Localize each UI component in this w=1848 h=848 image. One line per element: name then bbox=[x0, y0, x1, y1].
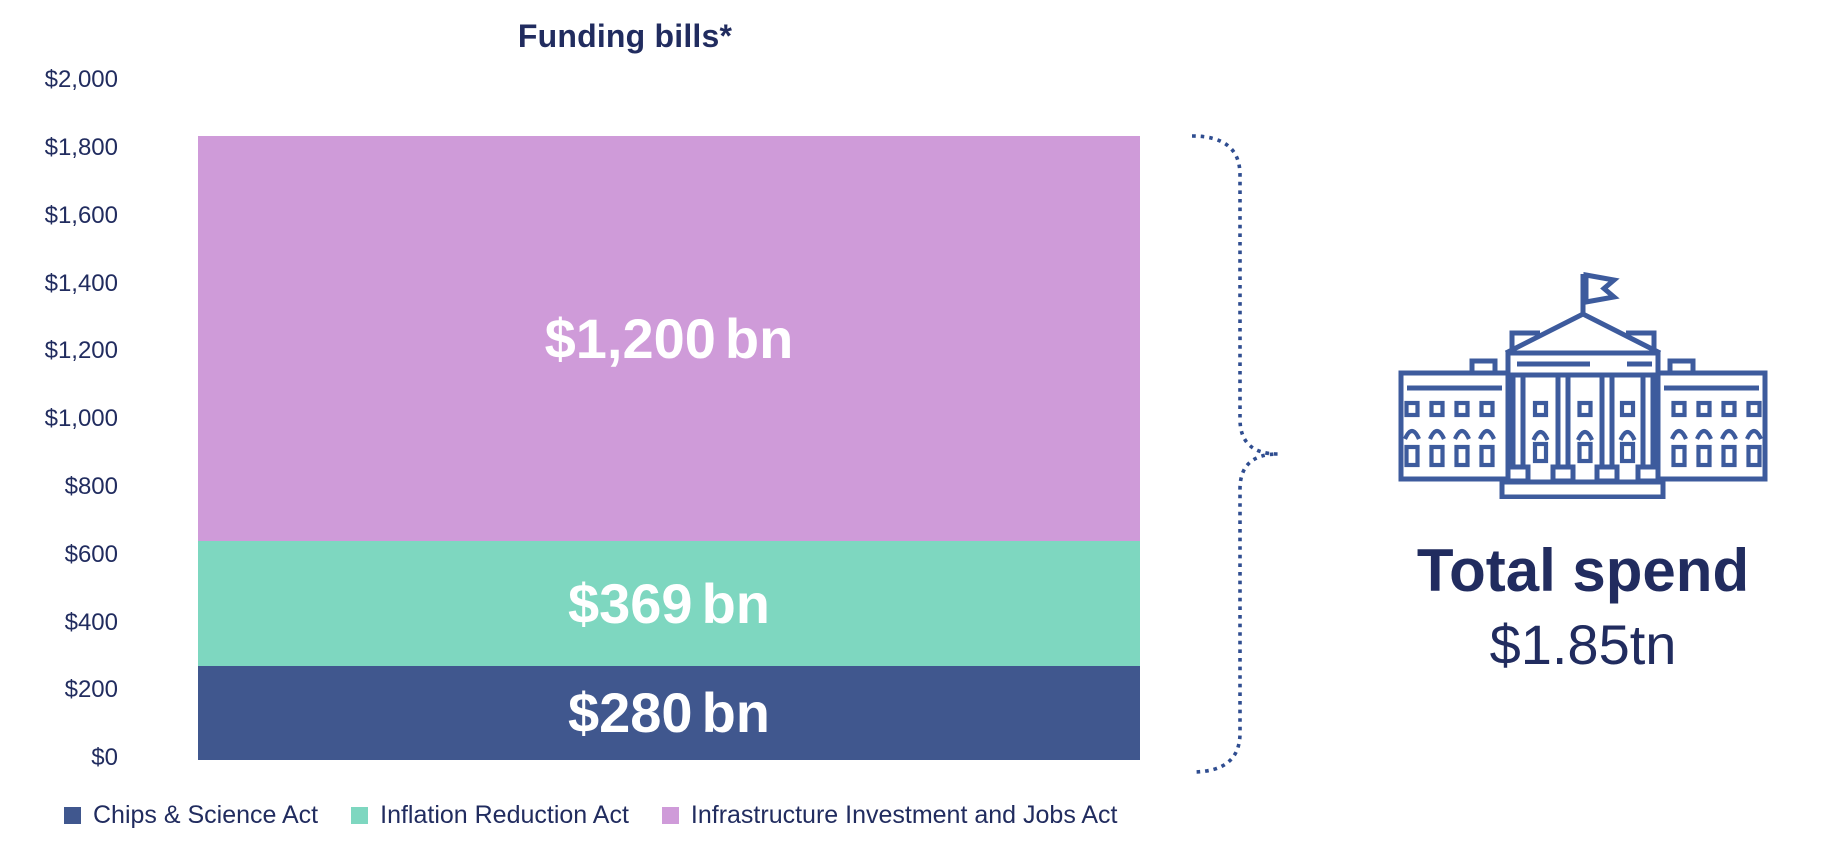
legend-swatch-teal-icon bbox=[351, 807, 369, 824]
legend-label: Infrastructure Investment and Jobs Act bbox=[690, 801, 1118, 829]
total-spend-title: Total spend bbox=[1416, 537, 1750, 604]
white-house-icon bbox=[1398, 272, 1768, 499]
stacked-bar: $1,200 bn $369 bn $280 bn bbox=[198, 136, 1140, 760]
total-spend-summary: Total spend $1.85tn bbox=[1398, 0, 1768, 848]
legend-label: Inflation Reduction Act bbox=[380, 801, 629, 829]
y-tick-800: $800 bbox=[64, 473, 118, 500]
y-axis: $2,000 $1,800 $1,600 $1,400 $1,200 $1,00… bbox=[0, 0, 118, 848]
dotted-brace bbox=[1191, 134, 1279, 774]
legend-swatch-purple-icon bbox=[661, 807, 679, 824]
y-tick-200: $200 bbox=[64, 676, 118, 703]
bar-segment-inflation-reduction-act: $369 bn bbox=[198, 541, 1140, 666]
segment-value-label: $280 bn bbox=[568, 685, 770, 741]
y-tick-1600: $1,600 bbox=[44, 202, 118, 229]
segment-amount: $369 bbox=[568, 571, 693, 635]
segment-unit: bn bbox=[701, 681, 770, 744]
legend-item-infrastructure-investment-and-jobs-act: Infrastructure Investment and Jobs Act bbox=[661, 801, 1118, 830]
segment-value-label: $369 bn bbox=[568, 575, 770, 632]
segment-amount: $1,200 bbox=[544, 306, 716, 370]
bar-segment-infrastructure-investment-and-jobs-act: $1,200 bn bbox=[198, 136, 1140, 541]
y-tick-1400: $1,400 bbox=[44, 270, 118, 297]
y-tick-0: $0 bbox=[91, 744, 118, 771]
segment-value-label: $1,200 bn bbox=[545, 310, 794, 367]
legend-label: Chips & Science Act bbox=[93, 801, 319, 829]
legend: Chips & Science Act Inflation Reduction … bbox=[64, 801, 1118, 830]
segment-unit: bn bbox=[724, 306, 794, 370]
chart-title: Funding bills* bbox=[517, 18, 733, 54]
segment-unit: bn bbox=[701, 571, 770, 635]
bar-segment-chips-and-science-act: $280 bn bbox=[198, 666, 1140, 760]
legend-item-inflation-reduction-act: Inflation Reduction Act bbox=[351, 801, 629, 830]
y-tick-600: $600 bbox=[64, 541, 118, 568]
legend-item-chips-and-science-act: Chips & Science Act bbox=[64, 801, 318, 830]
segment-amount: $280 bbox=[568, 681, 693, 744]
y-tick-400: $400 bbox=[64, 609, 118, 636]
total-spend-value: $1.85tn bbox=[1489, 613, 1677, 676]
y-tick-1800: $1,800 bbox=[44, 134, 118, 161]
legend-swatch-navy-icon bbox=[64, 807, 81, 824]
y-tick-2000: $2,000 bbox=[44, 66, 118, 93]
y-tick-1200: $1,200 bbox=[44, 337, 118, 364]
y-tick-1000: $1,000 bbox=[44, 405, 118, 432]
